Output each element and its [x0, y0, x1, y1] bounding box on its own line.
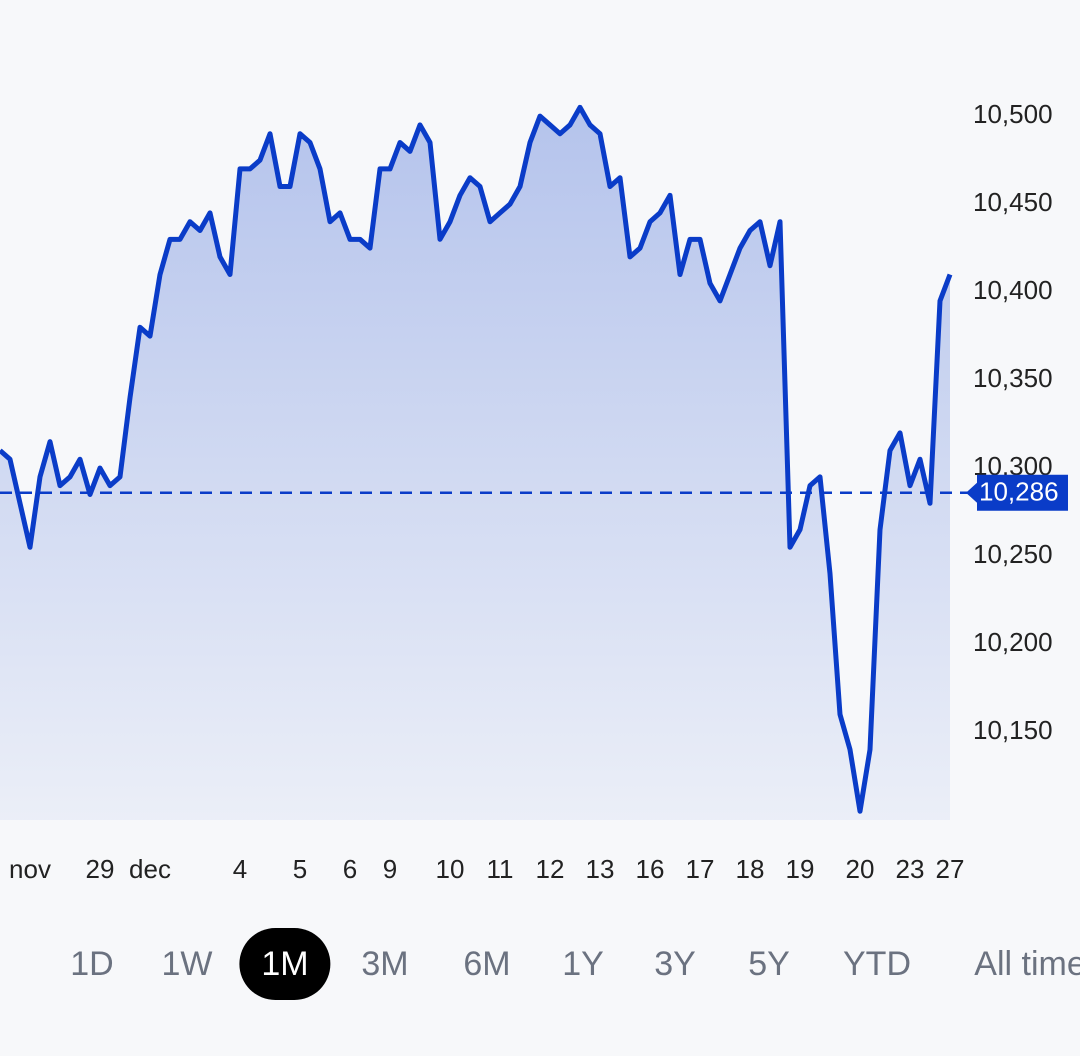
range-selector: 1D 1W 1M 3M 6M 1Y 3Y 5Y YTD All time: [0, 928, 1080, 1000]
range-button[interactable]: 3M: [361, 945, 409, 983]
range-button[interactable]: 1Y: [562, 945, 604, 983]
x-tick-label: 27: [936, 854, 965, 884]
range-button[interactable]: 6M: [463, 945, 511, 983]
x-tick-label: dec: [129, 854, 171, 884]
y-tick-label: 10,150: [973, 715, 1053, 745]
y-tick-label: 10,200: [973, 627, 1053, 657]
price-tag-label: 10,286: [979, 477, 1059, 507]
x-tick-label: 23: [896, 854, 925, 884]
x-tick-label: 9: [383, 854, 397, 884]
x-tick-label: 17: [686, 854, 715, 884]
range-button[interactable]: 1W: [161, 945, 213, 983]
x-tick-label: 5: [293, 854, 307, 884]
price-tag: [966, 474, 1068, 511]
y-tick-label: 10,350: [973, 363, 1053, 393]
x-tick-label: 11: [487, 854, 514, 884]
y-tick-label: 10,250: [973, 539, 1053, 569]
x-axis: nov 29 dec 4 5 6 9 10 11 12 13 16 17 18 19 20 23 27: [9, 854, 964, 884]
x-tick-label: 19: [786, 854, 815, 884]
range-button[interactable]: 1M: [239, 928, 331, 1000]
x-tick-label: 20: [846, 854, 875, 884]
range-button[interactable]: 1D: [70, 945, 114, 983]
x-tick-label: 6: [343, 854, 357, 884]
x-tick-label: 29: [86, 854, 115, 884]
x-tick-label: 16: [636, 854, 665, 884]
x-tick-label: 13: [586, 854, 615, 884]
x-tick-label: nov: [9, 854, 51, 884]
x-tick-label: 4: [233, 854, 247, 884]
y-tick-label: 10,400: [973, 275, 1053, 305]
range-button[interactable]: All time: [974, 945, 1080, 983]
range-button[interactable]: YTD: [843, 945, 911, 983]
x-tick-label: 18: [736, 854, 765, 884]
y-tick-label: 10,500: [973, 99, 1053, 129]
y-tick-label: 10,450: [973, 187, 1053, 217]
range-button[interactable]: 3Y: [654, 945, 696, 983]
range-button[interactable]: 5Y: [748, 945, 790, 983]
chart: 10,15010,20010,25010,30010,35010,40010,4…: [0, 99, 1068, 884]
area: [0, 107, 950, 821]
price-line: [0, 104, 953, 814]
x-tick-label: 10: [436, 854, 465, 884]
x-tick-label: 12: [536, 854, 565, 884]
